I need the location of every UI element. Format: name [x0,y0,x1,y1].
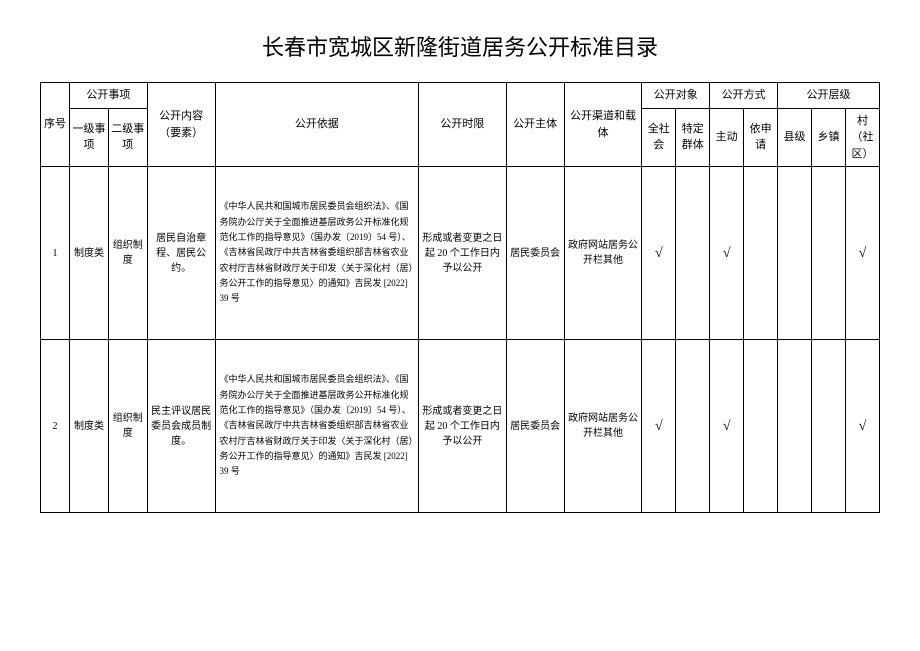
cell-request [744,167,778,340]
header-content: 公开内容（要素） [147,83,215,167]
header-county: 县级 [778,108,812,167]
cell-subject: 居民委员会 [506,167,564,340]
cell-content: 民主评议居民委员会成员制度。 [147,340,215,513]
cell-seq: 2 [41,340,70,513]
cell-town [812,340,846,513]
header-basis: 公开依据 [215,83,419,167]
cell-all: √ [642,340,676,513]
header-village: 村（社区） [845,108,879,167]
cell-time: 形成或者变更之日起 20 个工作日内予以公开 [419,340,506,513]
cell-group [676,340,710,513]
table-row: 1 制度类 组织制度 居民自治章程、居民公约。 《中华人民共和国城市居民委员会组… [41,167,880,340]
cell-town [812,167,846,340]
header-public-item: 公开事项 [70,83,148,109]
cell-county [778,340,812,513]
cell-cat1: 制度类 [70,167,109,340]
standards-table: 序号 公开事项 公开内容（要素） 公开依据 公开时限 公开主体 公开渠道和载体 … [40,82,880,513]
cell-channel: 政府网站居务公开栏其他 [564,340,642,513]
header-subject: 公开主体 [506,83,564,167]
cell-cat2: 组织制度 [108,167,147,340]
header-town: 乡镇 [812,108,846,167]
header-channel: 公开渠道和载体 [564,83,642,167]
cell-county [778,167,812,340]
cell-time: 形成或者变更之日起 20 个工作日内予以公开 [419,167,506,340]
header-time: 公开时限 [419,83,506,167]
table-row: 2 制度类 组织制度 民主评议居民委员会成员制度。 《中华人民共和国城市居民委员… [41,340,880,513]
cell-cat1: 制度类 [70,340,109,513]
cell-group [676,167,710,340]
cell-cat2: 组织制度 [108,340,147,513]
cell-active: √ [710,167,744,340]
header-group: 特定群体 [676,108,710,167]
cell-subject: 居民委员会 [506,340,564,513]
header-request: 依申请 [744,108,778,167]
header-active: 主动 [710,108,744,167]
cell-seq: 1 [41,167,70,340]
cell-channel: 政府网站居务公开栏其他 [564,167,642,340]
cell-content: 居民自治章程、居民公约。 [147,167,215,340]
header-cat1: 一级事项 [70,108,109,167]
header-cat2: 二级事项 [108,108,147,167]
cell-active: √ [710,340,744,513]
header-level: 公开层级 [778,83,880,109]
cell-all: √ [642,167,676,340]
cell-village: √ [845,167,879,340]
header-seq: 序号 [41,83,70,167]
page-title: 长春市宽城区新隆街道居务公开标准目录 [40,30,880,62]
cell-basis: 《中华人民共和国城市居民委员会组织法》、《国务院办公厅关于全面推进基层政务公开标… [215,167,419,340]
cell-village: √ [845,340,879,513]
header-method: 公开方式 [710,83,778,109]
cell-basis: 《中华人民共和国城市居民委员会组织法》、《国务院办公厅关于全面推进基层政务公开标… [215,340,419,513]
header-target: 公开对象 [642,83,710,109]
header-all-society: 全社会 [642,108,676,167]
cell-request [744,340,778,513]
